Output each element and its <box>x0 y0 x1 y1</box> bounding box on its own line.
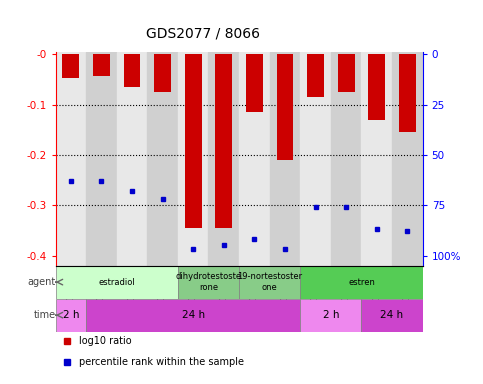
Bar <box>399 55 416 132</box>
Bar <box>270 52 300 266</box>
Text: 2 h: 2 h <box>323 310 339 320</box>
Bar <box>124 55 141 87</box>
Bar <box>147 52 178 266</box>
Bar <box>300 52 331 266</box>
Bar <box>86 52 117 266</box>
Bar <box>300 266 423 299</box>
Bar <box>331 52 361 266</box>
Text: estren: estren <box>348 278 375 286</box>
Text: dihydrotestoste
rone: dihydrotestoste rone <box>175 272 242 292</box>
Text: agent: agent <box>28 277 56 287</box>
Bar <box>93 55 110 76</box>
Bar <box>56 52 86 266</box>
Bar <box>361 52 392 266</box>
Text: time: time <box>34 310 56 320</box>
Bar <box>117 52 147 266</box>
Bar <box>209 52 239 266</box>
Text: percentile rank within the sample: percentile rank within the sample <box>79 357 244 367</box>
Bar <box>56 299 86 332</box>
Bar <box>307 55 324 97</box>
Text: 19-nortestoster
one: 19-nortestoster one <box>237 272 302 292</box>
Bar <box>277 55 293 160</box>
Bar <box>369 55 385 120</box>
Bar <box>178 266 239 299</box>
Bar <box>185 55 201 228</box>
Bar <box>246 55 263 112</box>
Bar <box>178 52 209 266</box>
Bar <box>361 299 423 332</box>
Bar <box>62 55 79 78</box>
Text: 24 h: 24 h <box>182 310 205 320</box>
Text: 24 h: 24 h <box>381 310 404 320</box>
Bar <box>56 266 178 299</box>
Bar <box>239 266 300 299</box>
Bar <box>392 52 423 266</box>
Bar <box>215 55 232 228</box>
Bar <box>154 55 171 92</box>
Text: estradiol: estradiol <box>99 278 135 286</box>
Text: log10 ratio: log10 ratio <box>79 336 132 346</box>
Text: 2 h: 2 h <box>63 310 79 320</box>
Bar <box>239 52 270 266</box>
Bar <box>86 299 300 332</box>
Text: GDS2077 / 8066: GDS2077 / 8066 <box>146 26 260 40</box>
Bar <box>338 55 355 92</box>
Bar <box>300 299 361 332</box>
